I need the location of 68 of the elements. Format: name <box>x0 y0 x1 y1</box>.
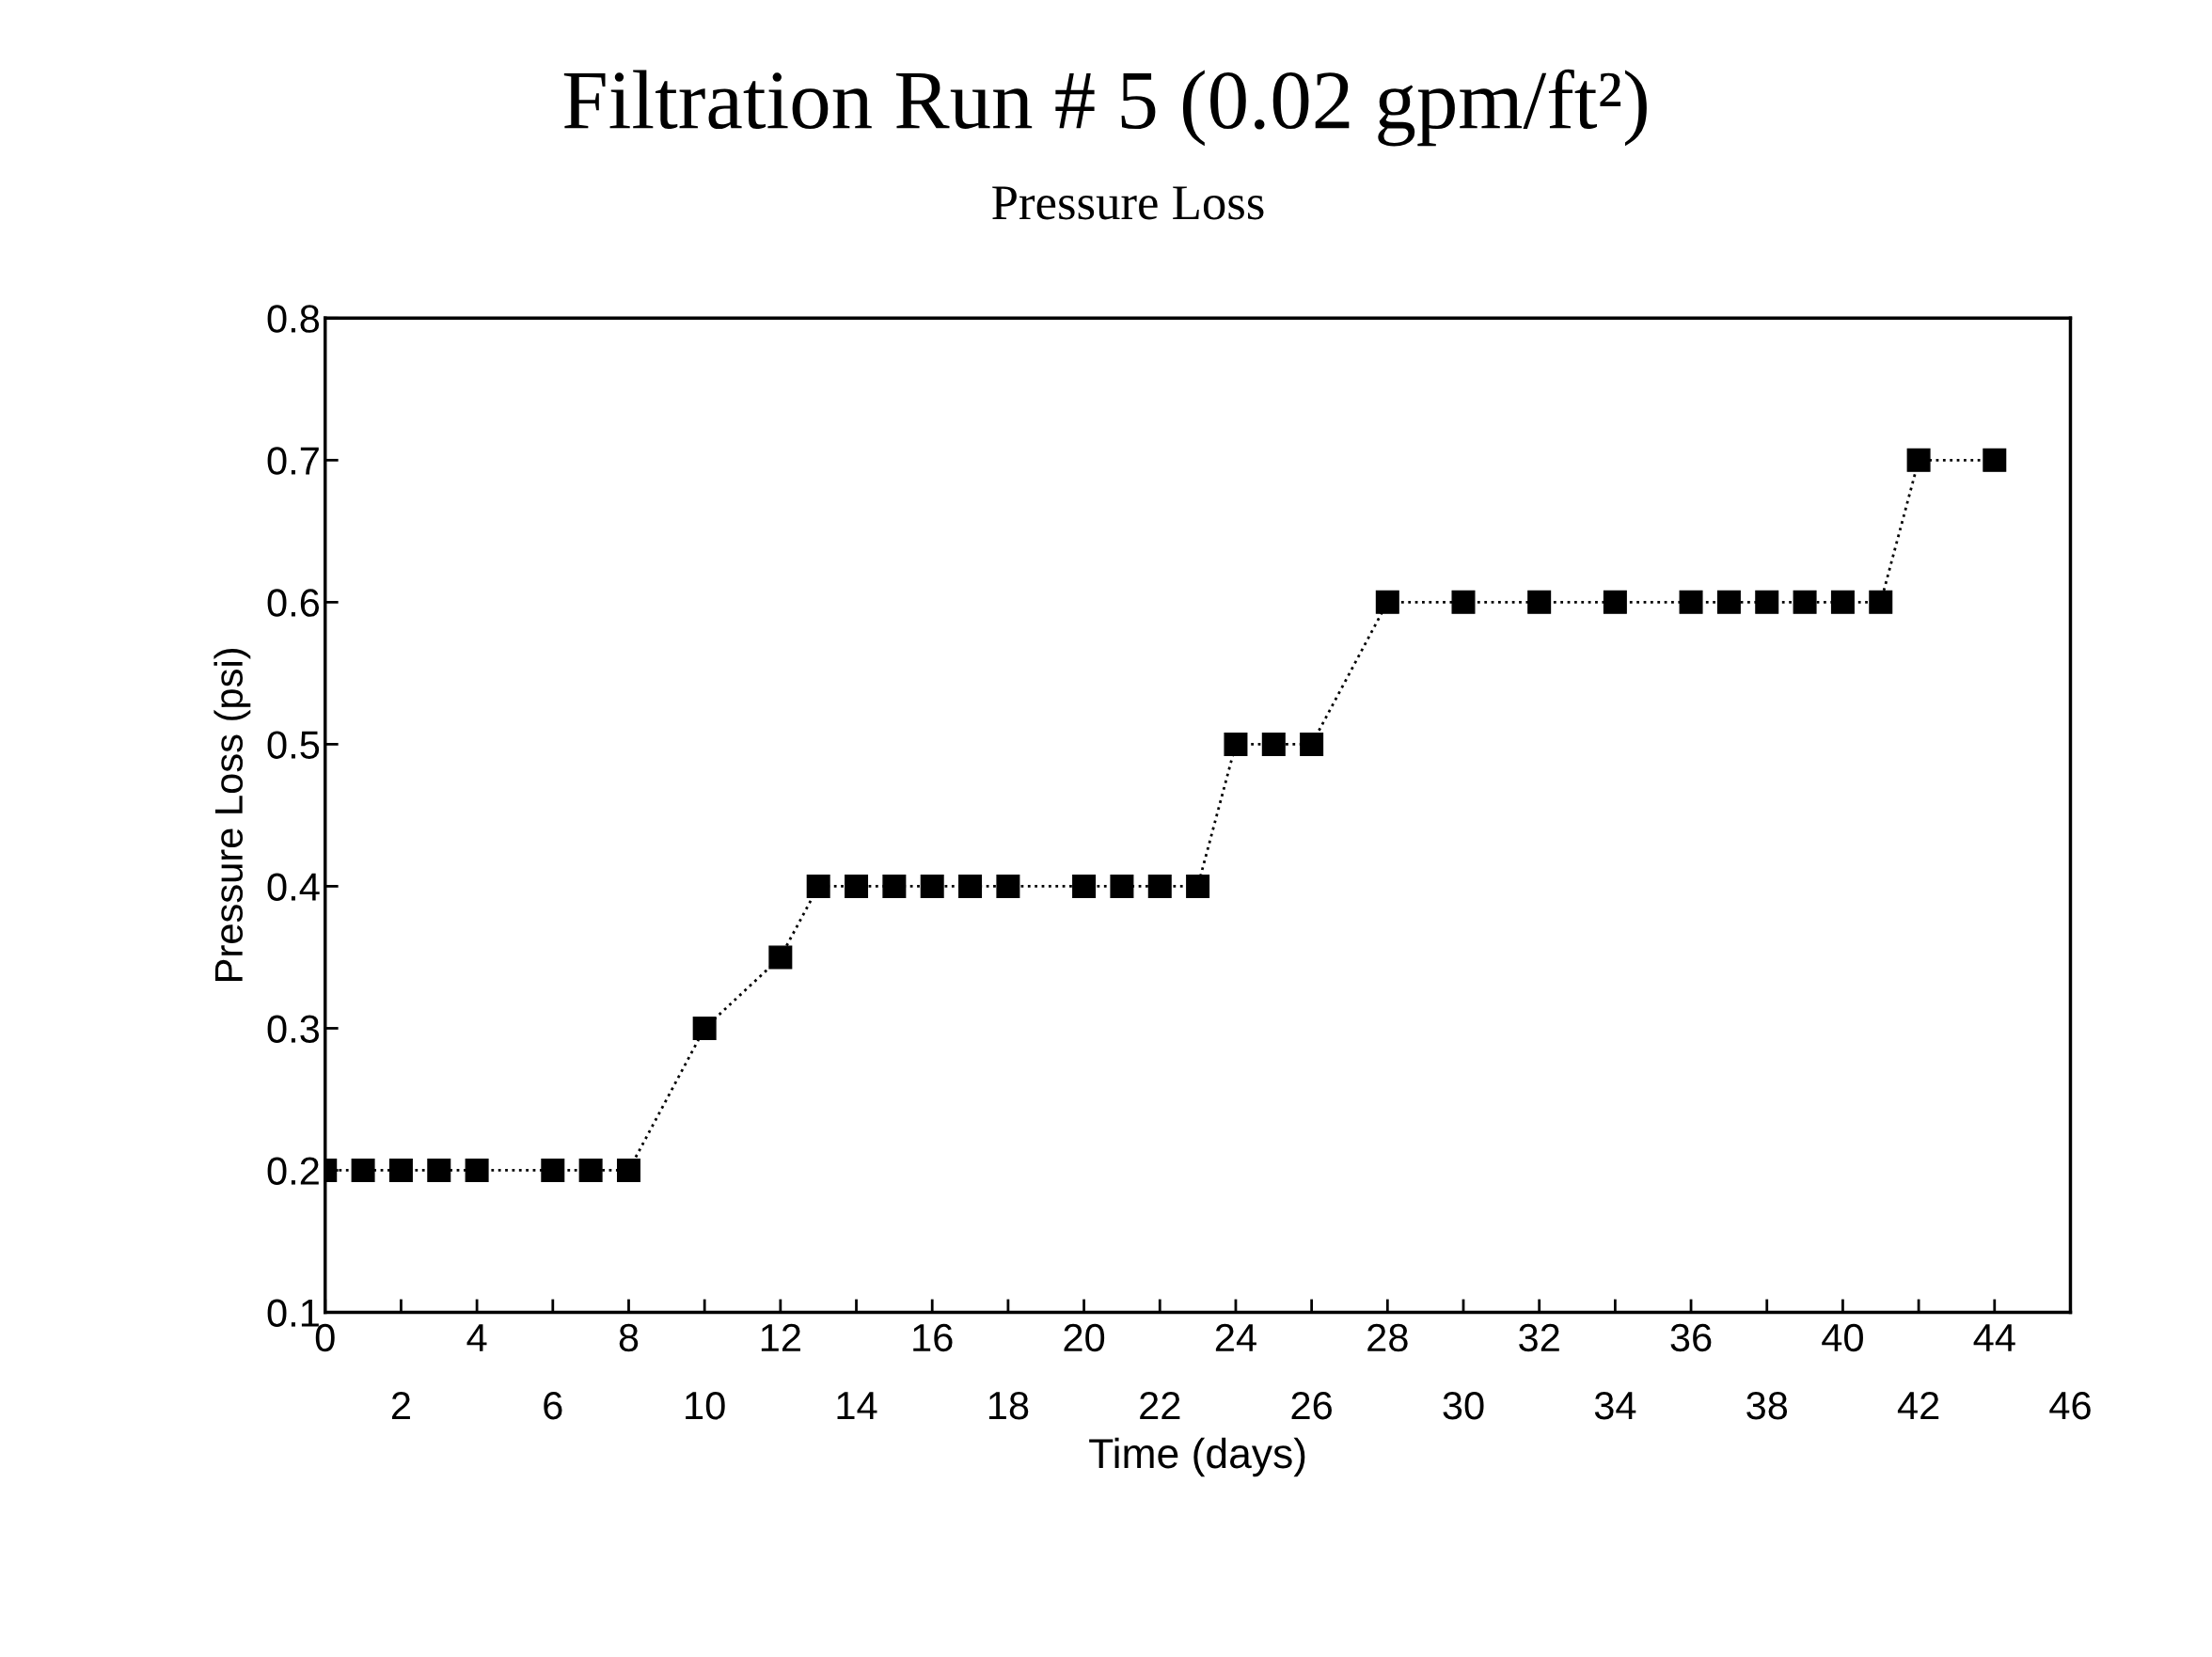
x-tick-label: 4 <box>466 1324 487 1351</box>
point <box>1679 590 1703 614</box>
point <box>465 1158 489 1182</box>
point <box>806 874 830 898</box>
x-tick-label: 28 <box>1367 1323 1408 1352</box>
x2-tick-label: 14 <box>837 1392 877 1420</box>
x-tick-label: 12 <box>761 1323 800 1351</box>
x2-tick-label: 26 <box>1291 1391 1332 1420</box>
point <box>1300 732 1324 756</box>
x-tick-label: 20 <box>1064 1323 1105 1352</box>
point <box>1375 590 1399 614</box>
x2-tick-label: 38 <box>1746 1391 1788 1420</box>
x2-tick-label: 46 <box>2049 1391 2091 1420</box>
point <box>1830 590 1855 614</box>
point <box>1869 590 1893 614</box>
x2-tick-label: 22 <box>1140 1391 1180 1420</box>
point <box>920 874 944 898</box>
x2-tick-label: 18 <box>988 1391 1029 1420</box>
x-axis-title: Time (days) <box>1089 1437 1305 1477</box>
x-tick-label: 16 <box>913 1323 953 1352</box>
point <box>1186 874 1210 898</box>
point <box>1755 590 1779 614</box>
x2-tick-label: 10 <box>686 1391 725 1420</box>
point <box>1451 590 1476 614</box>
point <box>1793 590 1817 614</box>
point <box>1716 590 1741 614</box>
point <box>1527 590 1552 614</box>
point <box>1072 874 1097 898</box>
point <box>1147 874 1172 898</box>
point <box>388 1158 413 1182</box>
point <box>692 1016 717 1040</box>
y-tick-label: 0.2 <box>267 1157 319 1185</box>
point <box>616 1158 640 1182</box>
x-tick-label: 8 <box>619 1323 639 1352</box>
x2-tick-label: 30 <box>1443 1391 1484 1420</box>
y-tick-label: 0.6 <box>267 589 320 617</box>
point <box>882 874 907 898</box>
y-tick-label: 0.3 <box>267 1015 320 1043</box>
point <box>1224 732 1248 756</box>
x2-tick-label: 6 <box>544 1391 562 1420</box>
x-tick-label: 44 <box>1973 1324 2015 1351</box>
point <box>1906 448 1931 472</box>
x-tick-label: 24 <box>1215 1323 1256 1351</box>
point <box>351 1158 375 1182</box>
point <box>541 1158 565 1182</box>
x-tick-label: 40 <box>1822 1323 1863 1352</box>
point <box>1983 448 2007 472</box>
x-tick-label: 36 <box>1670 1323 1712 1352</box>
point <box>845 874 869 898</box>
x2-tick-label: 2 <box>391 1391 410 1420</box>
y-tick-label: 0.8 <box>267 305 320 333</box>
y-tick-label: 0.5 <box>267 731 320 759</box>
y-axis-title: Pressure Loss (psi) <box>213 649 251 981</box>
y-tick-label: 0.7 <box>267 447 319 475</box>
point <box>1603 590 1627 614</box>
x-tick-label: 32 <box>1519 1323 1559 1352</box>
x2-tick-label: 42 <box>1897 1391 1939 1420</box>
point <box>427 1158 451 1182</box>
point <box>958 874 983 898</box>
point <box>996 874 1020 898</box>
y-tick-label: 0.4 <box>267 873 320 901</box>
chart-title: Filtration Run # 5 (0.02 gpm/ft²) <box>563 69 1647 147</box>
point <box>768 945 793 970</box>
point <box>578 1158 603 1182</box>
point <box>1110 874 1134 898</box>
x2-tick-label: 34 <box>1594 1391 1636 1420</box>
point <box>1261 732 1286 756</box>
chart-subtitle: Pressure Loss <box>992 186 1264 220</box>
